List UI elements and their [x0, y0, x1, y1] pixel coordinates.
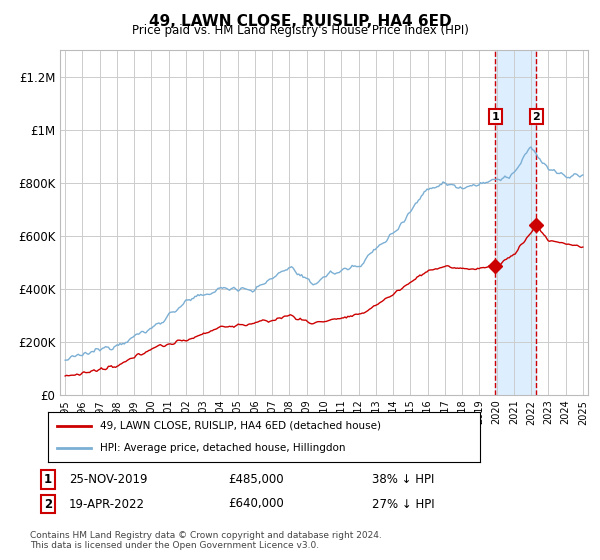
Text: £485,000: £485,000 [228, 473, 284, 487]
Text: 1: 1 [491, 111, 499, 122]
Text: 1: 1 [44, 473, 52, 487]
Bar [495, 50, 536, 395]
Text: 2: 2 [44, 497, 52, 511]
Text: Contains HM Land Registry data © Crown copyright and database right 2024.
This d: Contains HM Land Registry data © Crown c… [30, 531, 382, 550]
Text: 38% ↓ HPI: 38% ↓ HPI [372, 473, 434, 487]
Text: 25-NOV-2019: 25-NOV-2019 [69, 473, 148, 487]
Text: 2: 2 [532, 111, 540, 122]
Text: Price paid vs. HM Land Registry's House Price Index (HPI): Price paid vs. HM Land Registry's House … [131, 24, 469, 37]
Text: 27% ↓ HPI: 27% ↓ HPI [372, 497, 434, 511]
Text: 49, LAWN CLOSE, RUISLIP, HA4 6ED (detached house): 49, LAWN CLOSE, RUISLIP, HA4 6ED (detach… [100, 421, 381, 431]
Text: 49, LAWN CLOSE, RUISLIP, HA4 6ED: 49, LAWN CLOSE, RUISLIP, HA4 6ED [149, 14, 451, 29]
Text: 19-APR-2022: 19-APR-2022 [69, 497, 145, 511]
Text: HPI: Average price, detached house, Hillingdon: HPI: Average price, detached house, Hill… [100, 443, 346, 453]
Text: £640,000: £640,000 [228, 497, 284, 511]
